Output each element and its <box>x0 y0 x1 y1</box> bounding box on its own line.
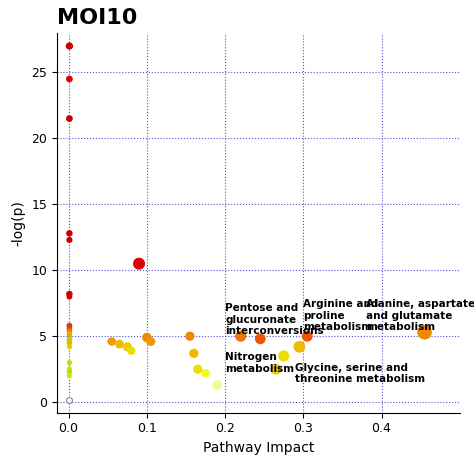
Point <box>213 381 221 389</box>
Text: Glycine, serine and
threonine metabolism: Glycine, serine and threonine metabolism <box>295 363 426 384</box>
Point <box>303 333 311 340</box>
Point <box>237 333 245 340</box>
Point <box>190 349 198 357</box>
Text: Arginine and
proline
metabolism: Arginine and proline metabolism <box>303 299 379 333</box>
Point <box>65 236 73 244</box>
Point <box>65 359 73 366</box>
Point <box>124 343 131 350</box>
Text: Pentose and
glucuronate
interconversions: Pentose and glucuronate interconversions <box>225 303 324 336</box>
Point <box>296 343 303 350</box>
Point <box>65 339 73 347</box>
Point <box>65 293 73 301</box>
Point <box>65 333 73 340</box>
Point <box>256 335 264 342</box>
Point <box>147 338 155 345</box>
Point <box>65 365 73 373</box>
Point <box>65 42 73 50</box>
Point <box>128 347 135 355</box>
Point <box>272 365 280 373</box>
Point <box>421 328 428 336</box>
Point <box>65 115 73 122</box>
Point <box>280 352 288 360</box>
Point <box>65 330 73 337</box>
Point <box>65 230 73 237</box>
Text: Nitrogen
metabolism: Nitrogen metabolism <box>225 352 294 374</box>
Point <box>116 340 123 348</box>
Text: Alanine, aspartate
and glutamate
metabolism: Alanine, aspartate and glutamate metabol… <box>366 299 474 333</box>
Point <box>65 343 73 350</box>
Point <box>65 372 73 379</box>
Point <box>65 336 73 344</box>
Y-axis label: -log(p): -log(p) <box>12 200 26 246</box>
Point <box>65 322 73 329</box>
Point <box>65 396 73 404</box>
Point <box>202 370 210 377</box>
Point <box>65 327 73 335</box>
Point <box>108 338 116 345</box>
Point <box>143 334 151 341</box>
Point <box>135 260 143 267</box>
Point <box>65 325 73 332</box>
Point <box>65 75 73 83</box>
Point <box>65 368 73 376</box>
Text: MOI10: MOI10 <box>57 8 137 29</box>
Point <box>186 333 194 340</box>
Point <box>65 290 73 298</box>
Point <box>194 365 201 373</box>
X-axis label: Pathway Impact: Pathway Impact <box>203 441 314 455</box>
